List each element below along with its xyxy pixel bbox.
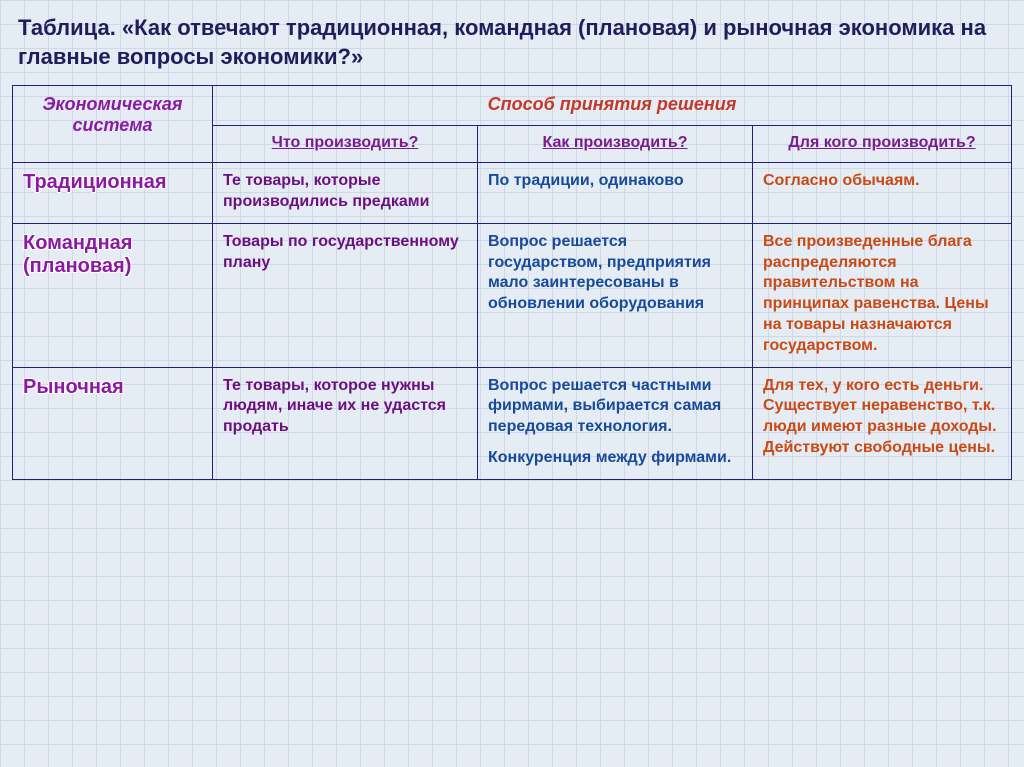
row-label-command: Командная (плановая) [13, 223, 213, 367]
row-label-market: Рыночная [13, 367, 213, 479]
cell-q3: Для тех, у кого есть деньги. Существует … [753, 367, 1012, 479]
cell-q2: Вопрос решается государством, предприяти… [478, 223, 753, 367]
cell-q2: По традиции, одинаково [478, 163, 753, 224]
cell-q2-p1: Вопрос решается частными фирмами, выбира… [488, 376, 742, 438]
header-q3: Для кого производить? [753, 126, 1012, 163]
header-method: Способ принятия решения [213, 86, 1012, 126]
cell-q2: Вопрос решается частными фирмами, выбира… [478, 367, 753, 479]
cell-q1: Те товары, которые производились предкам… [213, 163, 478, 224]
header-econ-system: Экономическая система [13, 86, 213, 163]
cell-q2-p2: Конкуренция между фирмами. [488, 448, 742, 469]
header-q1: Что производить? [213, 126, 478, 163]
table-row: Традиционная Те товары, которые производ… [13, 163, 1012, 224]
cell-q3: Все произведенные блага распределяются п… [753, 223, 1012, 367]
cell-q3: Согласно обычаям. [753, 163, 1012, 224]
table-row: Рыночная Те товары, которое нужны людям,… [13, 367, 1012, 479]
cell-q1: Товары по государственному плану [213, 223, 478, 367]
cell-q1: Те товары, которое нужны людям, иначе их… [213, 367, 478, 479]
table-row: Командная (плановая) Товары по государст… [13, 223, 1012, 367]
row-label-traditional: Традиционная [13, 163, 213, 224]
slide-title: Таблица. «Как отвечают традиционная, ком… [12, 10, 1012, 85]
economics-table: Экономическая система Способ принятия ре… [12, 85, 1012, 480]
header-q2: Как производить? [478, 126, 753, 163]
